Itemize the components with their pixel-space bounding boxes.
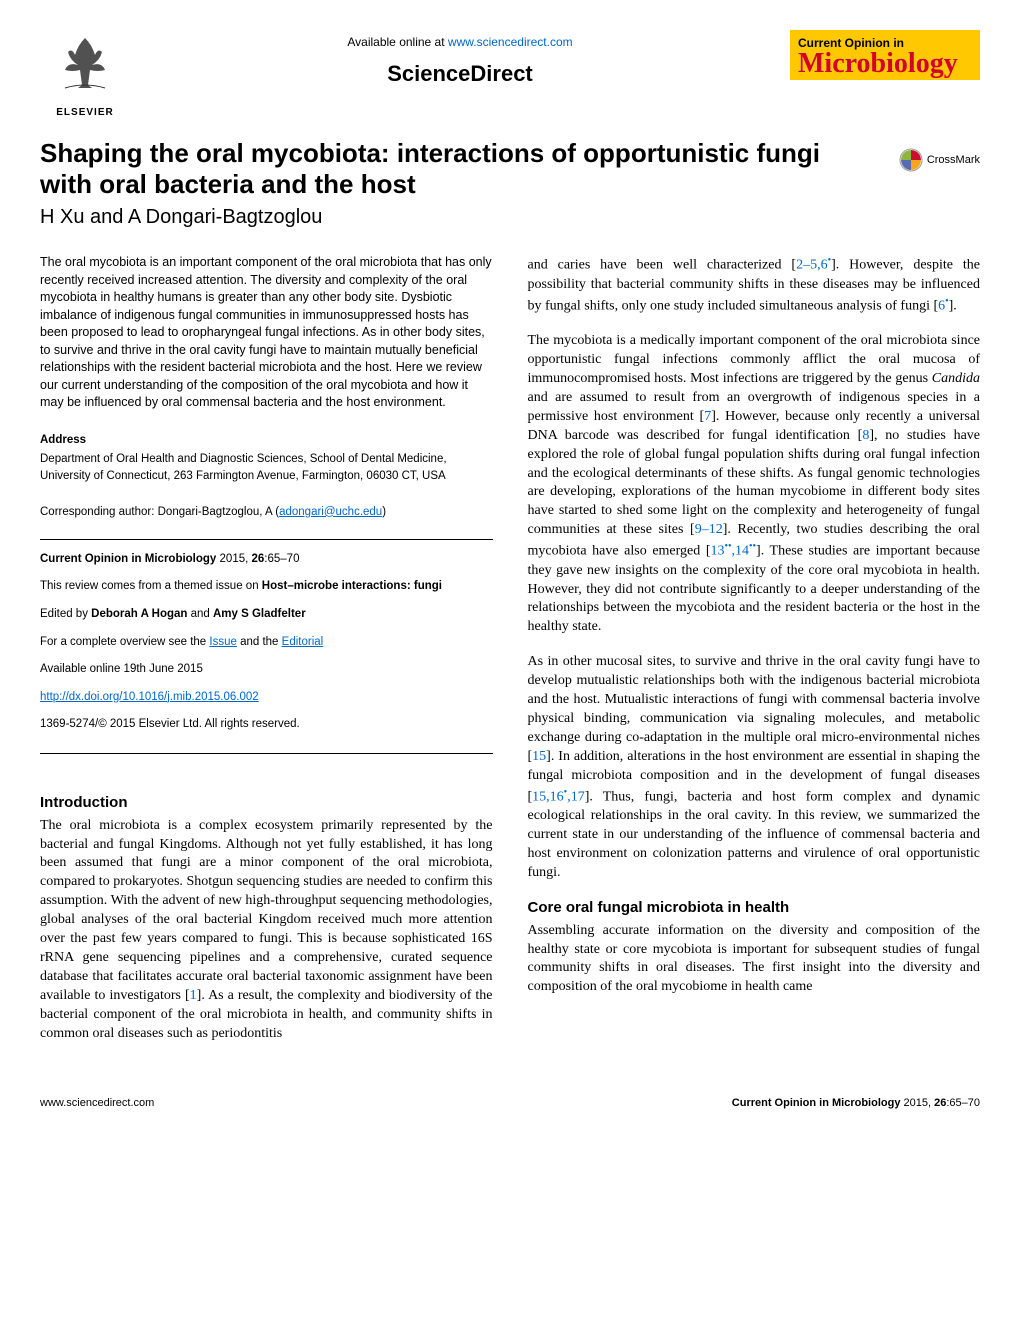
- core-heading: Core oral fungal microbiota in health: [528, 899, 981, 916]
- ref-dot-3: ••: [725, 541, 732, 552]
- elsevier-label: ELSEVIER: [40, 107, 130, 118]
- info-box: Current Opinion in Microbiology 2015, 26…: [40, 539, 493, 754]
- corresponding-email-link[interactable]: adongari@uchc.edu: [279, 506, 382, 518]
- left-column: The oral mycobiota is an important compo…: [40, 254, 493, 1059]
- authors: H Xu and A Dongari-Bagtzoglou: [40, 206, 869, 229]
- citation-journal: Current Opinion in Microbiology: [40, 553, 216, 565]
- footer-year: 2015,: [900, 1097, 934, 1109]
- intro-paragraph-1: The oral microbiota is a complex ecosyst…: [40, 817, 493, 1044]
- article-title: Shaping the oral mycobiota: interactions…: [40, 138, 869, 200]
- overview-2: and the: [237, 636, 282, 648]
- c2p2-d: ], no studies have explored the role of …: [528, 428, 981, 537]
- crossmark-icon: [899, 148, 923, 172]
- crossmark-badge[interactable]: CrossMark: [899, 148, 980, 172]
- citation-line: Current Opinion in Microbiology 2015, 26…: [40, 550, 493, 570]
- footer-right: Current Opinion in Microbiology 2015, 26…: [732, 1097, 980, 1109]
- ref-1[interactable]: 1: [190, 988, 197, 1003]
- page-footer: www.sciencedirect.com Current Opinion in…: [40, 1089, 980, 1109]
- copyright-line: 1369-5274/© 2015 Elsevier Ltd. All right…: [40, 715, 493, 735]
- col2-paragraph-2: The mycobiota is a medically important c…: [528, 332, 981, 637]
- edited-1: Edited by: [40, 608, 91, 620]
- intro-p1-a: The oral microbiota is a complex ecosyst…: [40, 818, 493, 1003]
- available-online-date: Available online 19th June 2015: [40, 660, 493, 680]
- elsevier-tree-icon: [50, 30, 120, 100]
- citation-pages: :65–70: [264, 553, 299, 565]
- themed-1: This review comes from a themed issue on: [40, 580, 262, 592]
- overview-line: For a complete overview see the Issue an…: [40, 633, 493, 653]
- elsevier-logo-block: ELSEVIER: [40, 30, 130, 118]
- ref-2-5-6[interactable]: 2–5,6: [796, 258, 828, 273]
- citation-vol: 26: [252, 553, 265, 565]
- address-heading: Address: [40, 432, 493, 449]
- c2p3-a: As in other mucosal sites, to survive an…: [528, 654, 981, 763]
- ref-14[interactable]: ,14: [732, 544, 750, 559]
- address-section: Address Department of Oral Health and Di…: [40, 432, 493, 486]
- ref-9-12[interactable]: 9–12: [695, 522, 723, 537]
- ref-15[interactable]: 15: [532, 749, 546, 764]
- candida-italic: Candida: [932, 371, 980, 386]
- core-paragraph-1: Assembling accurate information on the d…: [528, 922, 981, 998]
- introduction-heading: Introduction: [40, 794, 493, 811]
- abstract-text: The oral mycobiota is an important compo…: [40, 254, 493, 412]
- themed-2: Host–microbe interactions: fungi: [262, 580, 442, 592]
- center-header: Available online at www.sciencedirect.co…: [130, 30, 790, 87]
- editorial-link[interactable]: Editorial: [282, 636, 324, 648]
- footer-left: www.sciencedirect.com: [40, 1097, 154, 1109]
- crossmark-label: CrossMark: [927, 154, 980, 166]
- sciencedirect-url-link[interactable]: www.sciencedirect.com: [448, 35, 573, 49]
- two-column-layout: The oral mycobiota is an important compo…: [40, 254, 980, 1059]
- doi-link[interactable]: http://dx.doi.org/10.1016/j.mib.2015.06.…: [40, 691, 259, 703]
- title-block: Shaping the oral mycobiota: interactions…: [40, 138, 869, 229]
- col2-paragraph-1: and caries have been well characterized …: [528, 254, 981, 316]
- edited-3: and: [187, 608, 213, 620]
- available-online-line: Available online at www.sciencedirect.co…: [130, 35, 790, 49]
- corresponding-section: Corresponding author: Dongari-Bagtzoglou…: [40, 504, 493, 521]
- c2p3-c: ]. Thus, fungi, bacteria and host form c…: [528, 789, 981, 880]
- ref-15-16[interactable]: 15,16: [532, 789, 564, 804]
- ref-17[interactable]: ,17: [567, 789, 585, 804]
- themed-issue-line: This review comes from a themed issue on…: [40, 577, 493, 597]
- edited-2: Deborah A Hogan: [91, 608, 187, 620]
- c2p2-a: The mycobiota is a medically important c…: [528, 333, 981, 386]
- page-header: ELSEVIER Available online at www.science…: [40, 30, 980, 118]
- edited-4: Amy S Gladfelter: [213, 608, 306, 620]
- c2p1-c: ].: [949, 298, 957, 313]
- issue-link[interactable]: Issue: [209, 636, 237, 648]
- footer-journal: Current Opinion in Microbiology: [732, 1097, 901, 1109]
- c2p1-a: and caries have been well characterized …: [528, 258, 797, 273]
- address-text: Department of Oral Health and Diagnostic…: [40, 451, 493, 486]
- ref-13[interactable]: 13: [711, 544, 725, 559]
- ref-dot-4: ••: [749, 541, 756, 552]
- right-column: and caries have been well characterized …: [528, 254, 981, 1059]
- title-row: Shaping the oral mycobiota: interactions…: [40, 138, 980, 229]
- sciencedirect-wordmark: ScienceDirect: [130, 61, 790, 87]
- col2-paragraph-3: As in other mucosal sites, to survive an…: [528, 653, 981, 882]
- journal-badge-bottom: Microbiology: [798, 50, 972, 78]
- corresponding-label: Corresponding author: Dongari-Bagtzoglou…: [40, 506, 279, 518]
- edited-by-line: Edited by Deborah A Hogan and Amy S Glad…: [40, 605, 493, 625]
- corresponding-close: ): [382, 506, 386, 518]
- journal-badge: Current Opinion in Microbiology: [790, 30, 980, 80]
- overview-1: For a complete overview see the: [40, 636, 209, 648]
- citation-rest: 2015,: [216, 553, 251, 565]
- footer-pages: :65–70: [946, 1097, 980, 1109]
- available-text: Available online at: [347, 35, 448, 49]
- footer-vol: 26: [934, 1097, 946, 1109]
